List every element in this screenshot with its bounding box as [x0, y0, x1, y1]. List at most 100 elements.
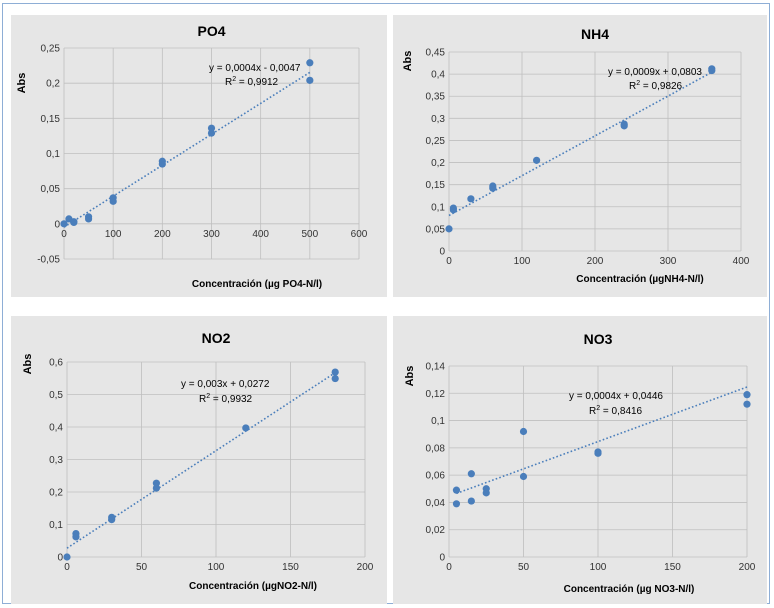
y-tick-label: 0,6 — [49, 358, 63, 369]
x-tick-label: 50 — [136, 562, 148, 573]
data-point — [84, 215, 93, 223]
y-tick-label: 0 — [439, 553, 445, 564]
chart-svg: 0 0,1 0,2 0,3 0,4 0,5 0,6 0 50 100 150 200 NO2 Abs Con… — [22, 330, 374, 592]
r-squared-sup: 2 — [596, 405, 600, 412]
trend-equation: y = 0,003x + 0,0272 — [181, 379, 270, 390]
x-axis-label: Concentración (µg PO4-N/l) — [192, 279, 322, 290]
r-squared-sup: 2 — [636, 80, 640, 87]
data-point — [467, 497, 475, 505]
x-tick-label: 300 — [203, 229, 220, 240]
data-point — [482, 489, 490, 497]
y-axis-label: Abs — [16, 73, 28, 94]
data-point — [449, 206, 457, 214]
x-tick-label: 200 — [154, 229, 171, 240]
data-point — [70, 218, 78, 227]
r-squared-label: R2 = 0,8416 — [589, 405, 643, 417]
trendline — [456, 386, 748, 495]
y-tick-label: 0,2 — [431, 158, 445, 169]
data-point — [152, 484, 160, 492]
y-axis-label: Abs — [22, 354, 34, 375]
y-tick-label: 0,5 — [49, 390, 63, 401]
r-squared-value: = 0,9932 — [210, 394, 252, 405]
data-point — [331, 368, 339, 376]
trendline — [448, 71, 713, 217]
data-point — [60, 220, 68, 228]
data-point — [467, 470, 475, 478]
r-squared-label: R2 = 0,9826 — [629, 80, 683, 92]
data-point — [467, 195, 475, 203]
y-tick-label: 0,08 — [426, 443, 446, 454]
r-squared-value: = 0,9912 — [236, 77, 278, 88]
y-tick-label: 0,1 — [431, 416, 445, 427]
y-tick-label: 0,14 — [426, 362, 446, 373]
y-tick-label: 0,1 — [46, 149, 60, 160]
y-tick-label: 0,05 — [426, 224, 446, 235]
chart-title: NO3 — [584, 331, 613, 347]
chart-panel-no2: 0 0,1 0,2 0,3 0,4 0,5 0,6 0 50 100 150 200 NO2 Abs Con… — [11, 316, 387, 604]
x-tick-label: 200 — [357, 562, 374, 573]
data-point — [533, 156, 541, 164]
trendline — [63, 71, 311, 228]
data-point — [63, 553, 71, 561]
chart-title: NO2 — [202, 330, 231, 346]
y-tick-label: 0,3 — [431, 114, 445, 125]
x-tick-label: 500 — [301, 229, 318, 240]
chart-svg: 0 0,05 0,1 0,15 0,2 0,25 0,3 0,35 0,4 0,45 0 100 200… — [402, 26, 750, 285]
data-point — [207, 124, 216, 132]
chart-panel-nh4: 0 0,05 0,1 0,15 0,2 0,25 0,3 0,35 0,4 0,45 0 100 200… — [393, 15, 767, 297]
y-tick-label: -0,05 — [37, 255, 60, 266]
x-tick-label: 100 — [208, 562, 225, 573]
y-tick-label: 0,2 — [49, 488, 63, 499]
y-tick-label: 0,15 — [426, 180, 446, 191]
y-tick-label: 0,15 — [41, 114, 61, 125]
x-axis-label: Concentración (µgNO2-N/l) — [189, 581, 317, 592]
chart-svg: -0,05 0 0,05 0,1 0,15 0,2 0,25 0 100 200 300 400 500… — [16, 23, 368, 290]
x-tick-label: 0 — [446, 256, 452, 267]
x-axis-label: Concentración (µg NO3-N/l) — [564, 584, 695, 595]
trend-equation: y = 0,0004x + 0,0446 — [569, 391, 663, 402]
data-point — [108, 516, 116, 524]
x-tick-label: 100 — [105, 229, 122, 240]
y-tick-label: 0,3 — [49, 455, 63, 466]
data-point — [158, 160, 166, 168]
y-tick-label: 0,12 — [426, 389, 446, 400]
y-tick-label: 0,35 — [426, 92, 446, 103]
data-point — [452, 486, 461, 494]
x-tick-label: 0 — [446, 562, 452, 573]
r-squared-value: = 0,9826 — [640, 81, 682, 92]
trend-equation: y = 0,0009x + 0,0803 — [608, 67, 702, 78]
data-point — [452, 500, 461, 508]
r-squared-prefix: R — [629, 81, 636, 92]
data-point — [72, 533, 80, 541]
r-squared-label: R2 = 0,9912 — [225, 76, 279, 88]
data-point — [489, 184, 497, 192]
x-tick-label: 100 — [514, 256, 531, 267]
y-tick-label: 0,06 — [426, 471, 446, 482]
r-squared-sup: 2 — [206, 393, 210, 400]
data-point — [743, 391, 751, 399]
x-tick-label: 600 — [351, 229, 368, 240]
x-tick-label: 300 — [660, 256, 677, 267]
y-tick-label: 0,25 — [426, 136, 446, 147]
x-tick-label: 150 — [282, 562, 299, 573]
y-tick-label: 0,04 — [426, 498, 446, 509]
chart-panel-no3: 0 0,02 0,04 0,06 0,08 0,1 0,12 0,14 0 50 100 150 200… — [393, 316, 767, 604]
y-tick-label: 0,4 — [49, 423, 63, 434]
r-squared-value: = 0,8416 — [600, 406, 642, 417]
data-point — [594, 449, 602, 457]
x-tick-label: 150 — [664, 562, 681, 573]
y-axis-label: Abs — [402, 51, 414, 72]
x-tick-label: 400 — [733, 256, 750, 267]
data-point — [306, 76, 314, 84]
data-point — [207, 129, 216, 137]
r-squared-prefix: R — [589, 406, 596, 417]
y-tick-label: 0 — [439, 247, 445, 258]
x-tick-label: 200 — [587, 256, 604, 267]
x-tick-label: 400 — [252, 229, 269, 240]
data-point — [242, 424, 250, 432]
chart-title: NH4 — [581, 26, 609, 42]
data-point — [306, 59, 314, 67]
r-squared-label: R2 = 0,9932 — [199, 393, 253, 405]
data-point — [331, 374, 339, 383]
data-point — [620, 122, 628, 130]
